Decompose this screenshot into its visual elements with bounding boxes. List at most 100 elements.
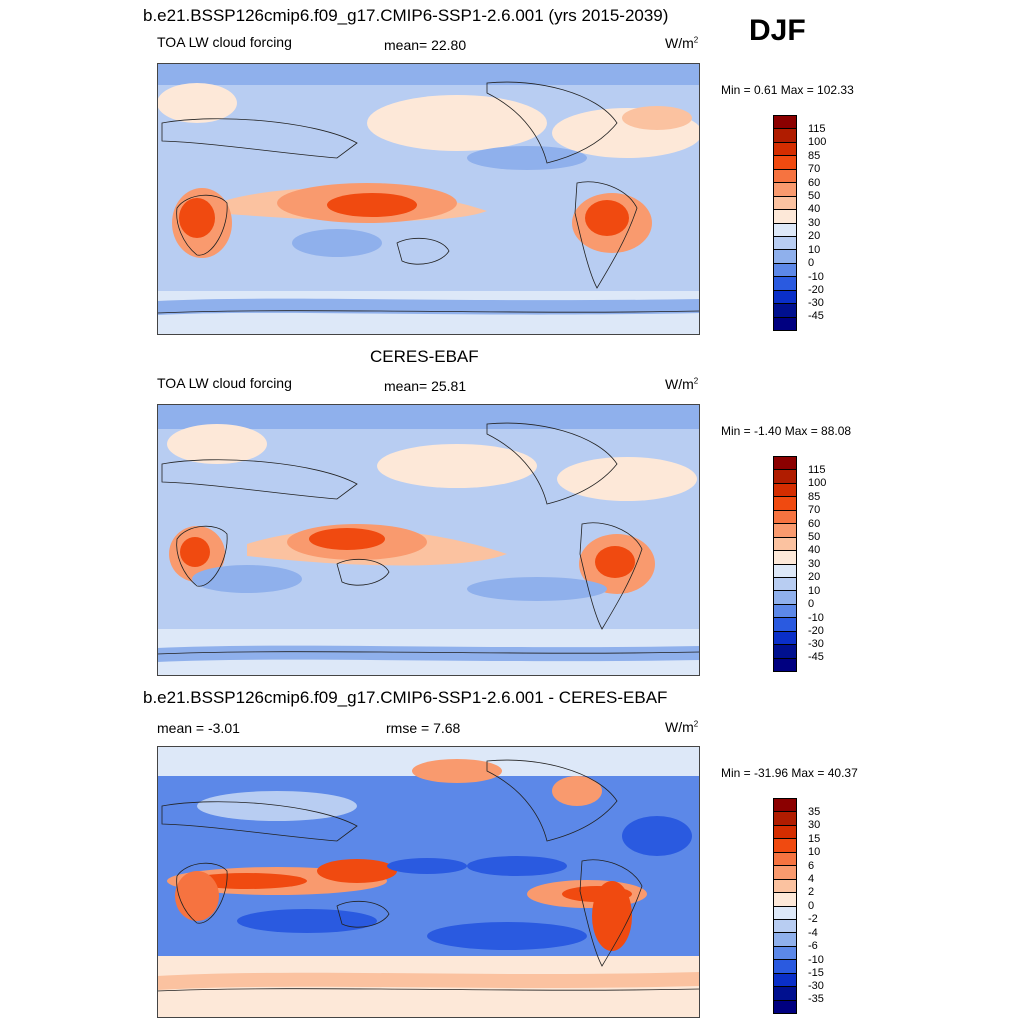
colorbar-swatch xyxy=(774,183,796,197)
colorbar-tick-label: 60 xyxy=(808,177,821,189)
colorbar-swatch xyxy=(774,290,796,305)
colorbar-tick-label: -20 xyxy=(808,284,824,296)
colorbar-tick-label: -2 xyxy=(808,913,818,925)
colorbar-swatch xyxy=(774,483,796,498)
colorbar-tick-label: -45 xyxy=(808,651,824,663)
colorbar-swatch xyxy=(774,919,796,934)
colorbar-swatch xyxy=(774,631,796,646)
panel-1-colorbar xyxy=(773,115,797,331)
colorbar-tick-label: -20 xyxy=(808,625,824,637)
colorbar-tick-label: 60 xyxy=(808,518,821,530)
colorbar-tick-label: 15 xyxy=(808,833,821,845)
colorbar-tick-label: -4 xyxy=(808,927,818,939)
colorbar-swatch xyxy=(774,304,796,318)
colorbar-tick-label: -6 xyxy=(808,940,818,952)
colorbar-swatch xyxy=(774,973,796,988)
panel-1-map-svg xyxy=(157,63,700,335)
panel-3-title: b.e21.BSSP126cmip6.f09_g17.CMIP6-SSP1-2.… xyxy=(143,688,668,707)
colorbar-tick-label: -45 xyxy=(808,310,824,322)
panel-2-minmax: Min = -1.40 Max = 88.08 xyxy=(721,424,852,438)
colorbar-swatch xyxy=(774,645,796,659)
colorbar-swatch xyxy=(774,236,796,251)
colorbar-swatch xyxy=(774,116,796,130)
colorbar-swatch xyxy=(774,852,796,867)
colorbar-swatch xyxy=(774,866,796,880)
panel-2-map-svg xyxy=(157,404,700,676)
panel-2-colorbar-box xyxy=(773,456,797,672)
panel-3-colorbar xyxy=(773,798,797,1014)
colorbar-tick-label: 85 xyxy=(808,491,821,503)
panel-1-variable-label: TOA LW cloud forcing xyxy=(157,34,292,50)
panel-1-units: W/m2 xyxy=(665,35,699,51)
colorbar-tick-label: 10 xyxy=(808,244,821,256)
panel-2-map xyxy=(157,404,700,676)
colorbar-tick-label: 35 xyxy=(808,806,821,818)
colorbar-tick-label: 30 xyxy=(808,819,821,831)
colorbar-tick-label: -10 xyxy=(808,612,824,624)
colorbar-swatch xyxy=(774,277,796,291)
colorbar-tick-label: -15 xyxy=(808,967,824,979)
colorbar-tick-label: -30 xyxy=(808,297,824,309)
colorbar-tick-label: 10 xyxy=(808,585,821,597)
colorbar-swatch xyxy=(774,223,796,237)
colorbar-tick-label: 30 xyxy=(808,217,821,229)
colorbar-tick-label: 115 xyxy=(808,123,826,135)
panel-3-map-svg xyxy=(157,746,700,1018)
panel-3-rmse-label: rmse = 7.68 xyxy=(386,720,461,736)
colorbar-swatch xyxy=(774,812,796,826)
panel-1-minmax: Min = 0.61 Max = 102.33 xyxy=(721,83,854,97)
panel-3-map xyxy=(157,746,700,1018)
colorbar-tick-label: -30 xyxy=(808,980,824,992)
panel-1-title: b.e21.BSSP126cmip6.f09_g17.CMIP6-SSP1-2.… xyxy=(143,6,669,25)
colorbar-swatch xyxy=(774,537,796,552)
season-label: DJF xyxy=(749,14,806,47)
colorbar-swatch xyxy=(774,825,796,840)
colorbar-swatch xyxy=(774,156,796,170)
colorbar-tick-label: -10 xyxy=(808,271,824,283)
colorbar-tick-label: 20 xyxy=(808,571,821,583)
colorbar-tick-label: 40 xyxy=(808,203,821,215)
colorbar-tick-label: -35 xyxy=(808,993,824,1005)
colorbar-swatch xyxy=(774,604,796,619)
panel-3-minmax: Min = -31.96 Max = 40.37 xyxy=(721,766,858,780)
colorbar-swatch xyxy=(774,142,796,157)
colorbar-tick-label: 40 xyxy=(808,544,821,556)
colorbar-tick-label: 0 xyxy=(808,598,815,610)
colorbar-tick-label: 50 xyxy=(808,190,821,202)
colorbar-tick-label: 10 xyxy=(808,846,821,858)
colorbar-tick-label: 6 xyxy=(808,860,815,872)
colorbar-swatch xyxy=(774,839,796,853)
colorbar-swatch xyxy=(774,960,796,974)
colorbar-swatch xyxy=(774,879,796,894)
colorbar-swatch xyxy=(774,497,796,511)
colorbar-tick-label: 85 xyxy=(808,150,821,162)
colorbar-tick-label: 50 xyxy=(808,531,821,543)
colorbar-swatch xyxy=(774,317,796,331)
colorbar-tick-label: 100 xyxy=(808,136,827,148)
colorbar-swatch xyxy=(774,196,796,211)
panel-2-units: W/m2 xyxy=(665,376,699,392)
colorbar-swatch xyxy=(774,591,796,605)
colorbar-swatch xyxy=(774,906,796,920)
colorbar-swatch xyxy=(774,250,796,264)
colorbar-swatch xyxy=(774,893,796,907)
colorbar-swatch xyxy=(774,658,796,672)
colorbar-swatch xyxy=(774,618,796,632)
panel-1-colorbar-box xyxy=(773,115,797,331)
colorbar-tick-label: 0 xyxy=(808,900,815,912)
colorbar-swatch xyxy=(774,470,796,484)
panel-3-units: W/m2 xyxy=(665,719,699,735)
colorbar-tick-label: 4 xyxy=(808,873,815,885)
panel-2-title: CERES-EBAF xyxy=(370,347,479,366)
colorbar-swatch xyxy=(774,799,796,813)
colorbar-tick-label: 70 xyxy=(808,504,821,516)
colorbar-tick-label: 115 xyxy=(808,464,826,476)
colorbar-tick-label: 2 xyxy=(808,886,815,898)
colorbar-swatch xyxy=(774,263,796,278)
colorbar-swatch xyxy=(774,1000,796,1014)
colorbar-tick-label: 20 xyxy=(808,230,821,242)
panel-1-mean-label: mean= 22.80 xyxy=(384,37,467,53)
colorbar-tick-label: 0 xyxy=(808,257,815,269)
colorbar-swatch xyxy=(774,524,796,538)
colorbar-swatch xyxy=(774,169,796,184)
